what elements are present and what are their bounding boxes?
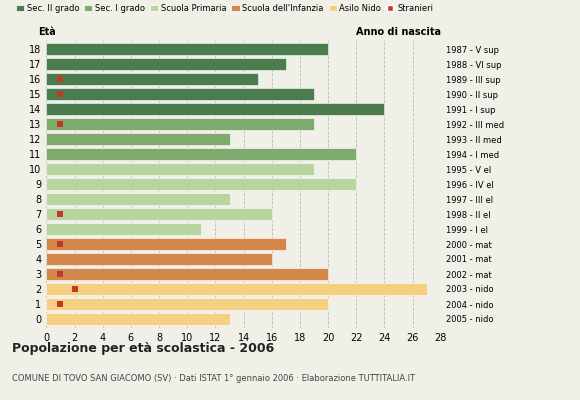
Bar <box>46 58 286 70</box>
Bar <box>46 178 356 190</box>
Legend: Sec. II grado, Sec. I grado, Scuola Primaria, Scuola dell'Infanzia, Asilo Nido, : Sec. II grado, Sec. I grado, Scuola Prim… <box>16 4 433 13</box>
Bar <box>46 193 230 205</box>
Bar <box>46 73 258 85</box>
Text: Popolazione per età scolastica - 2006: Popolazione per età scolastica - 2006 <box>12 342 274 355</box>
Bar <box>46 88 314 100</box>
Bar <box>46 268 328 280</box>
Bar <box>46 208 272 220</box>
Bar <box>46 43 328 55</box>
Bar <box>46 223 201 235</box>
Bar <box>46 283 427 295</box>
Text: COMUNE DI TOVO SAN GIACOMO (SV) · Dati ISTAT 1° gennaio 2006 · Elaborazione TUTT: COMUNE DI TOVO SAN GIACOMO (SV) · Dati I… <box>12 374 415 383</box>
Bar <box>46 118 314 130</box>
Bar <box>46 298 328 310</box>
Bar <box>46 103 385 115</box>
Bar <box>46 148 356 160</box>
Bar <box>46 133 230 145</box>
Bar <box>46 253 272 265</box>
Bar <box>46 163 314 175</box>
Text: Età: Età <box>38 27 56 37</box>
Text: Anno di nascita: Anno di nascita <box>356 27 441 37</box>
Bar <box>46 313 230 325</box>
Bar <box>46 238 286 250</box>
